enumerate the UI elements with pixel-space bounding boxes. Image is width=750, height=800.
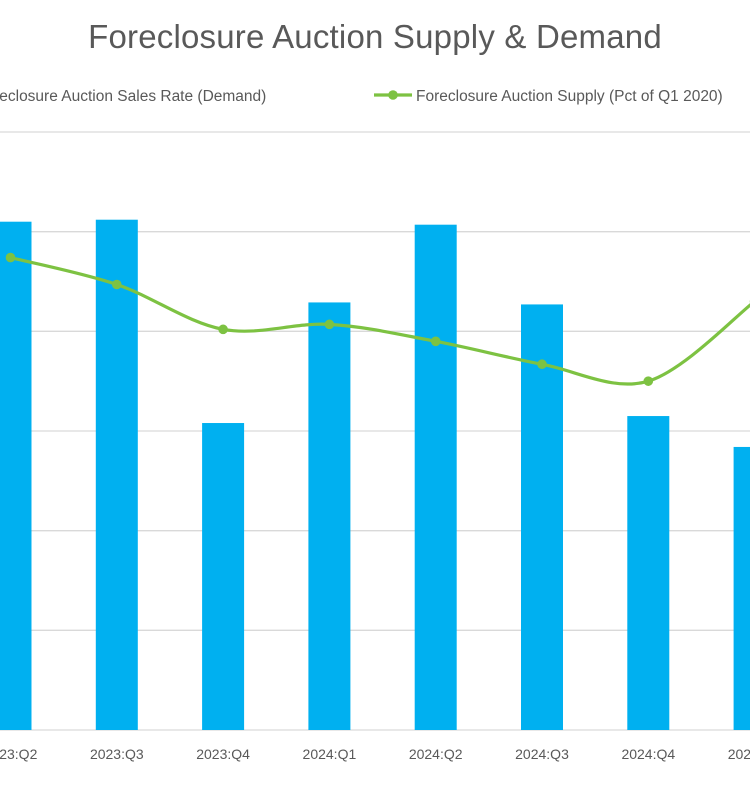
bar [0,221,32,730]
line-point [5,252,16,263]
chart-title: Foreclosure Auction Supply & Demand [88,18,662,55]
legend-label-demand: Foreclosure Auction Sales Rate (Demand) [0,88,266,105]
bar [414,224,457,730]
x-tick-label: 2024:Q2 [409,746,463,762]
line-point [112,279,122,290]
x-tick-label: 2023:Q2 [0,746,38,762]
line-point [430,336,441,347]
x-axis-ticks: 2023:Q2 2023:Q3 2023:Q4 2024:Q1 2024:Q2 2024:… [0,746,750,762]
line-point [218,324,228,335]
legend-marker-supply [388,90,398,100]
bar [95,219,138,730]
bar [202,423,245,730]
x-tick-label: 2023:Q4 [196,746,250,762]
x-tick-label: 2025:Q1 [728,746,750,762]
bar [627,416,670,730]
line-point [537,359,547,370]
x-tick-label: 2024:Q1 [303,746,357,762]
bar [308,302,351,730]
legend: Foreclosure Auction Sales Rate (Demand) … [0,88,723,105]
x-tick-label: 2024:Q4 [621,746,675,762]
x-tick-label: 2023:Q3 [90,746,144,762]
line-point [324,319,335,330]
bar-series [0,219,750,730]
bar [733,446,750,730]
line-series [5,252,750,386]
line-point [643,376,654,386]
legend-label-supply: Foreclosure Auction Supply (Pct of Q1 20… [416,88,723,105]
x-tick-label: 2024:Q3 [515,746,569,762]
bar [521,304,563,730]
